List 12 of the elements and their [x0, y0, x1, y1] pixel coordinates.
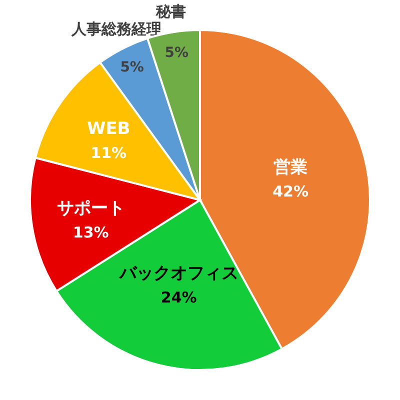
slice-label: サポート	[56, 198, 125, 218]
data-label: 13%	[72, 223, 109, 242]
slice-label: バックオフィス	[118, 263, 238, 284]
data-label: 42%	[272, 182, 309, 201]
slice-label: WEB	[86, 118, 130, 139]
data-label: 24%	[160, 288, 197, 306]
slice-label: 人事総務経理	[70, 20, 162, 38]
data-label: 5%	[120, 60, 144, 76]
slice-label: 営業	[274, 158, 308, 178]
data-label: 11%	[90, 144, 127, 162]
slice-label: 秘書	[155, 2, 186, 20]
data-label: 5%	[164, 45, 188, 62]
